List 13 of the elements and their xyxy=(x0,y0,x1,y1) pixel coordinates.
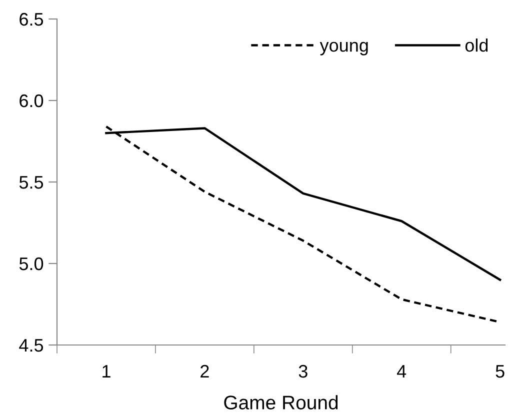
legend-label: old xyxy=(465,38,488,52)
y-tick-label: 6.5 xyxy=(20,12,44,26)
x-tick-label: 1 xyxy=(102,365,110,378)
legend-label: young xyxy=(320,42,368,56)
x-tick-label: 3 xyxy=(298,364,308,378)
x-axis-title: Game Round xyxy=(224,395,338,410)
x-tick-label: 5 xyxy=(496,365,504,378)
x-tick-label: 2 xyxy=(200,364,209,378)
x-tick-label: 4 xyxy=(397,365,406,378)
y-tick-label: 5.0 xyxy=(19,257,44,270)
y-tick-label: 4.5 xyxy=(19,339,44,352)
y-tick-label: 6.0 xyxy=(20,94,44,108)
y-tick-label: 5.5 xyxy=(19,176,44,189)
